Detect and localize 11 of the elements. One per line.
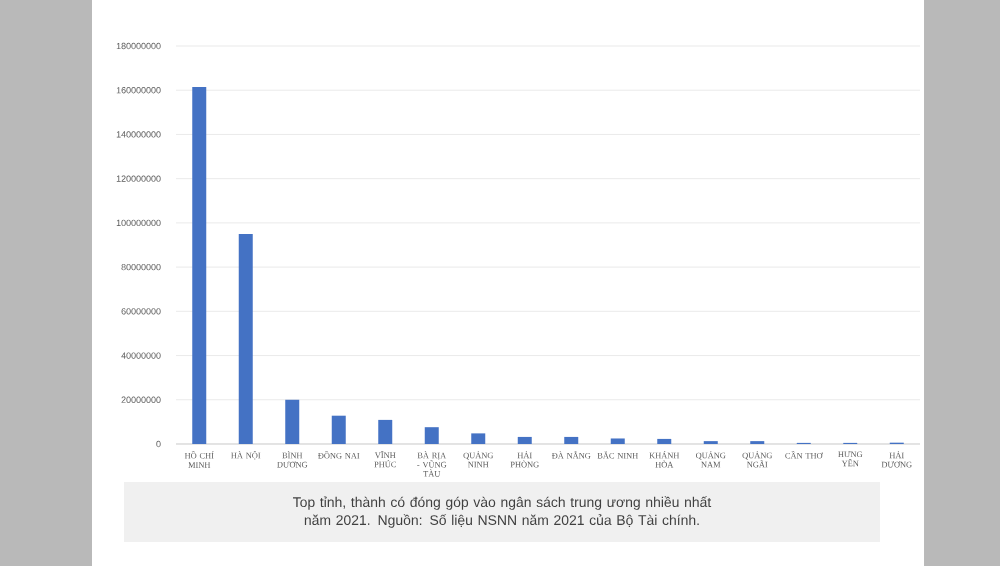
bar (378, 419, 393, 444)
bar (657, 438, 672, 444)
bar (517, 436, 532, 444)
bar (238, 233, 253, 444)
bar (471, 433, 486, 444)
bar (192, 86, 207, 444)
bar (610, 438, 625, 444)
bar (285, 399, 300, 444)
bar (331, 415, 346, 444)
bar (564, 436, 579, 444)
bar (424, 427, 439, 444)
